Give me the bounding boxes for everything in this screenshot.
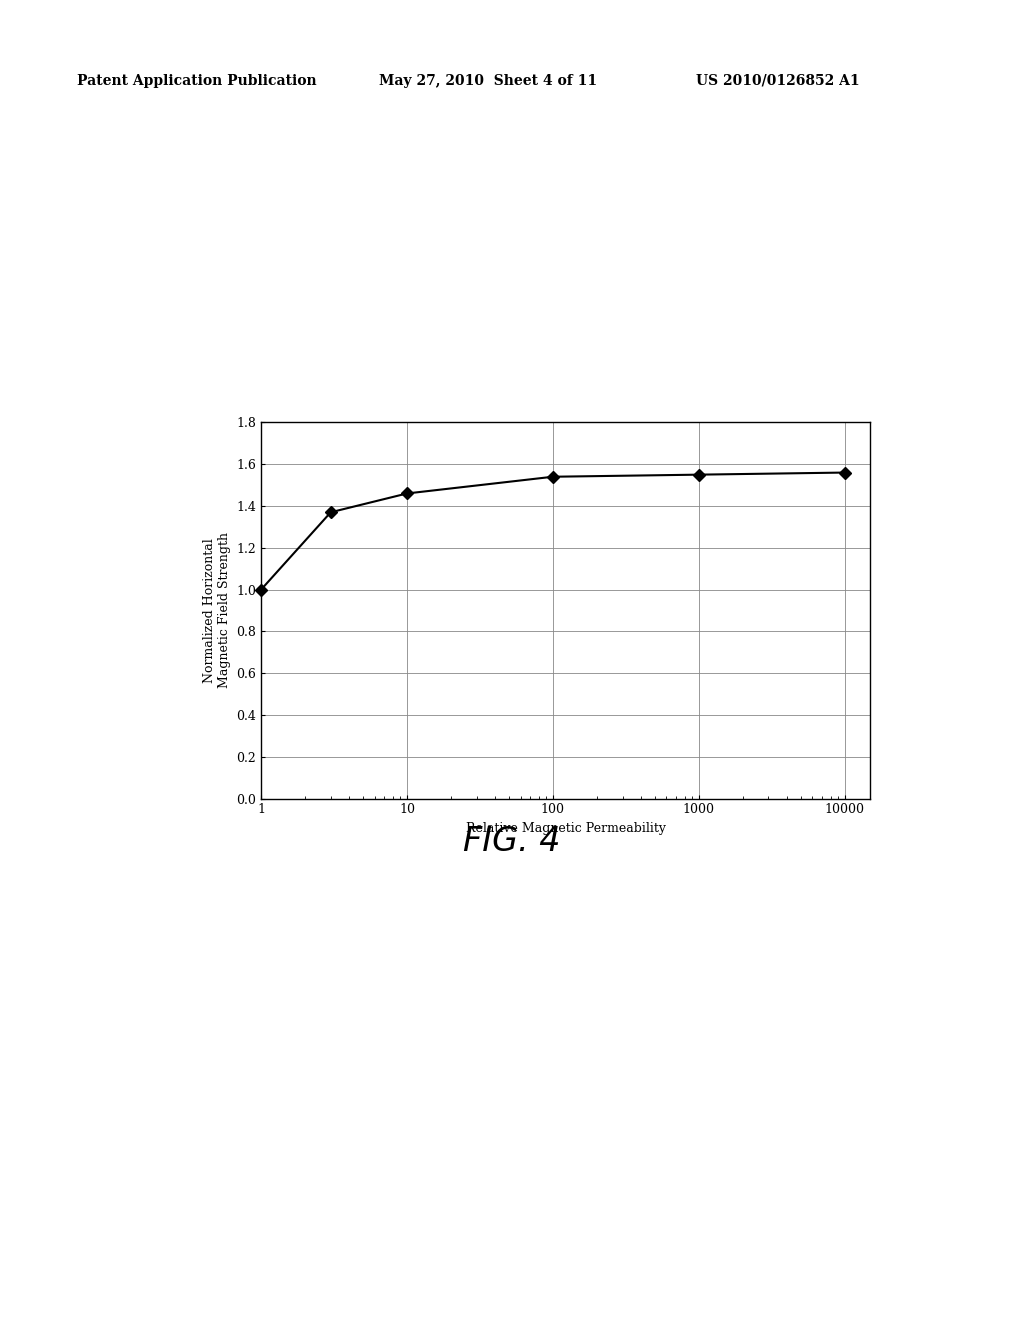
Text: Patent Application Publication: Patent Application Publication <box>77 74 316 88</box>
Y-axis label: Normalized Horizontal
Magnetic Field Strength: Normalized Horizontal Magnetic Field Str… <box>203 532 230 689</box>
Text: US 2010/0126852 A1: US 2010/0126852 A1 <box>696 74 860 88</box>
Text: FIG. 4: FIG. 4 <box>463 825 561 858</box>
X-axis label: Relative Magnetic Permeability: Relative Magnetic Permeability <box>466 822 666 836</box>
Text: May 27, 2010  Sheet 4 of 11: May 27, 2010 Sheet 4 of 11 <box>379 74 597 88</box>
